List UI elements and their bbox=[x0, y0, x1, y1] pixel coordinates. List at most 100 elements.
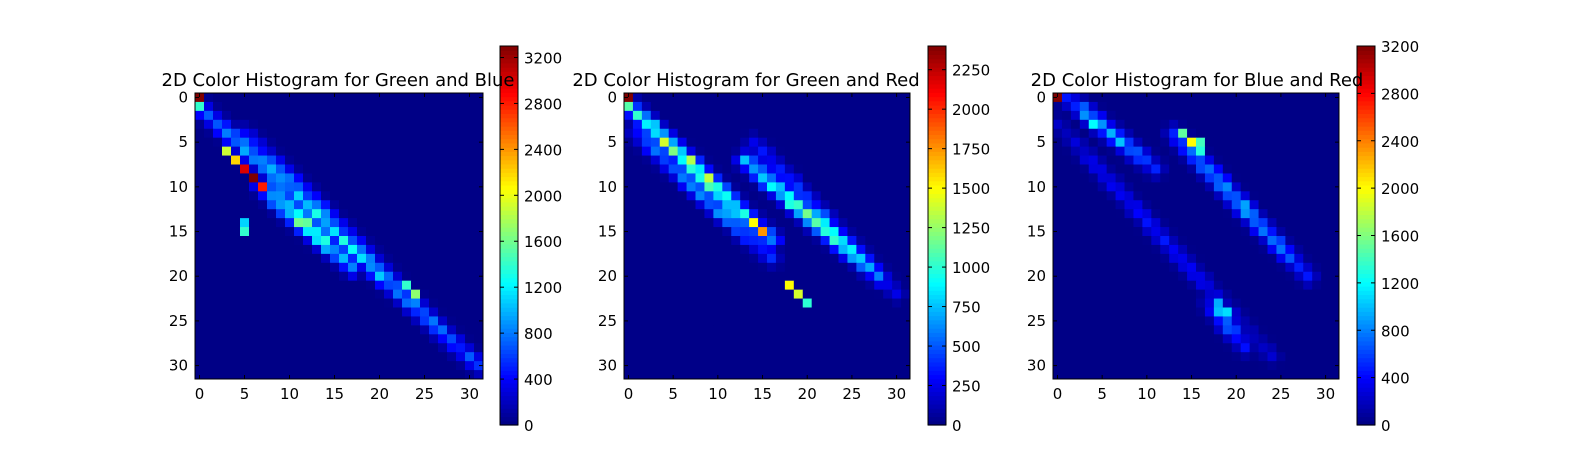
colorbar-segment bbox=[1357, 336, 1375, 342]
heatmap-cell bbox=[240, 227, 250, 237]
heatmap-cell bbox=[1196, 191, 1206, 201]
heatmap-cell bbox=[204, 173, 214, 183]
heatmap-cell bbox=[758, 119, 768, 130]
heatmap-cell bbox=[784, 253, 795, 264]
heatmap-cell bbox=[865, 146, 875, 156]
heatmap-cell bbox=[339, 128, 349, 139]
heatmap-cell bbox=[767, 128, 777, 139]
heatmap-cell bbox=[1124, 370, 1134, 380]
heatmap-cell bbox=[1097, 262, 1108, 273]
y-tick-label: 20 bbox=[1027, 267, 1046, 285]
heatmap-cell bbox=[1115, 298, 1125, 308]
heatmap-cell bbox=[1285, 343, 1295, 353]
heatmap-cell bbox=[1213, 325, 1224, 335]
heatmap-cell bbox=[438, 164, 448, 174]
colorbar-segment bbox=[1357, 408, 1375, 413]
heatmap-cell bbox=[204, 370, 214, 380]
heatmap-cell bbox=[659, 262, 670, 273]
heatmap-cell bbox=[668, 307, 679, 317]
heatmap-cell bbox=[784, 262, 795, 273]
heatmap-cell bbox=[1240, 262, 1251, 273]
colorbar-segment bbox=[500, 378, 518, 384]
heatmap-cell bbox=[339, 289, 349, 299]
colorbar-segment bbox=[500, 269, 518, 274]
heatmap-cell bbox=[1249, 262, 1259, 273]
heatmap-cell bbox=[901, 253, 911, 264]
heatmap-cell bbox=[758, 298, 768, 308]
heatmap-cell bbox=[901, 93, 911, 103]
heatmap-cell bbox=[865, 280, 875, 291]
heatmap-cell bbox=[375, 343, 385, 353]
colorbar-segment bbox=[1357, 189, 1375, 194]
heatmap-cell bbox=[802, 200, 813, 210]
heatmap-cell bbox=[659, 343, 670, 353]
heatmap-cell bbox=[1097, 307, 1108, 317]
heatmap-cell bbox=[1053, 244, 1063, 255]
heatmap-cell bbox=[474, 370, 484, 380]
heatmap-cell bbox=[1169, 182, 1179, 192]
heatmap-cell bbox=[330, 361, 340, 371]
heatmap-cell bbox=[1151, 316, 1161, 326]
heatmap-cell bbox=[1285, 262, 1295, 273]
heatmap-cell bbox=[1115, 307, 1125, 317]
heatmap-cell bbox=[420, 334, 430, 344]
heatmap-cell bbox=[892, 334, 902, 344]
heatmap-cell bbox=[276, 262, 286, 273]
heatmap-cell bbox=[1169, 316, 1179, 326]
heatmap-cell bbox=[1097, 370, 1108, 380]
heatmap-cell bbox=[1079, 119, 1090, 130]
heatmap-cell bbox=[740, 244, 750, 255]
heatmap-cell bbox=[195, 298, 205, 308]
colorbar-segment bbox=[500, 96, 518, 102]
heatmap-cell bbox=[357, 325, 367, 335]
heatmap-cell bbox=[1258, 119, 1268, 130]
heatmap-cell bbox=[1196, 164, 1206, 174]
heatmap-cell bbox=[393, 101, 403, 112]
heatmap-cell bbox=[767, 218, 777, 228]
heatmap-cell bbox=[722, 137, 732, 148]
heatmap-cell bbox=[267, 119, 277, 130]
heatmap-cell bbox=[294, 307, 304, 317]
colorbar-segment bbox=[1357, 134, 1375, 140]
heatmap-cell bbox=[704, 93, 714, 103]
colorbar-segment bbox=[928, 218, 946, 224]
heatmap-cell bbox=[357, 352, 367, 362]
heatmap-cell bbox=[650, 173, 661, 183]
heatmap-cell bbox=[1106, 253, 1116, 264]
heatmap-cell bbox=[267, 101, 277, 112]
heatmap-cell bbox=[402, 236, 412, 246]
heatmap-cell bbox=[1160, 289, 1170, 299]
heatmap-cell bbox=[695, 164, 705, 174]
heatmap-cell bbox=[276, 316, 286, 326]
heatmap-cell bbox=[1231, 164, 1242, 174]
heatmap-cell bbox=[465, 110, 475, 121]
colorbar-segment bbox=[928, 403, 946, 409]
heatmap-cell bbox=[1204, 236, 1215, 246]
heatmap-cell bbox=[1151, 110, 1161, 121]
heatmap-cell bbox=[348, 119, 358, 130]
heatmap-cell bbox=[677, 253, 687, 264]
colorbar-segment bbox=[928, 197, 946, 203]
heatmap-cell bbox=[222, 253, 232, 264]
heatmap-cell bbox=[339, 271, 349, 282]
heatmap-cell bbox=[1124, 236, 1134, 246]
colorbar-tick-label: 3200 bbox=[524, 49, 562, 67]
heatmap-cell bbox=[366, 146, 376, 156]
heatmap-cell bbox=[303, 227, 313, 237]
heatmap-cell bbox=[713, 155, 723, 165]
colorbar-segment bbox=[928, 416, 946, 422]
heatmap-cell bbox=[366, 316, 376, 326]
heatmap-cell bbox=[1053, 253, 1063, 264]
heatmap-cell bbox=[722, 164, 732, 174]
heatmap-cell bbox=[695, 128, 705, 139]
heatmap-cell bbox=[474, 137, 484, 148]
heatmap-cell bbox=[749, 146, 759, 156]
heatmap-cell bbox=[713, 191, 723, 201]
heatmap-cell bbox=[375, 128, 385, 139]
heatmap-cell bbox=[704, 334, 714, 344]
colorbar-tick-label: 2800 bbox=[1381, 85, 1419, 103]
colorbar-segment bbox=[1357, 126, 1375, 131]
heatmap-cell bbox=[1061, 227, 1072, 237]
heatmap-cell bbox=[811, 119, 822, 130]
heatmap-cell bbox=[695, 343, 705, 353]
